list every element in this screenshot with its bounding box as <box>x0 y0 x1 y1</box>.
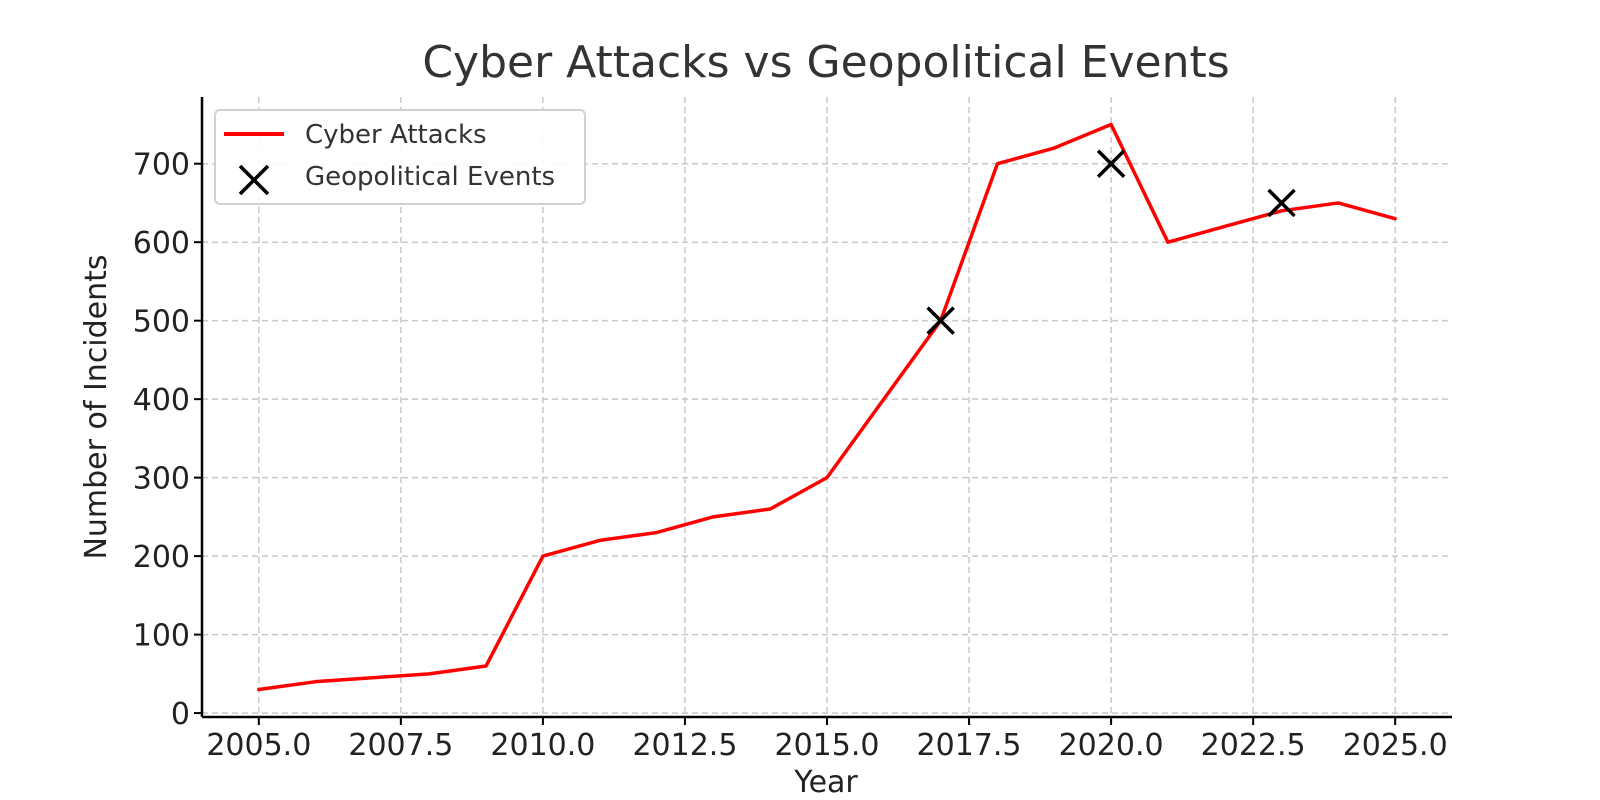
y-tick-label: 200 <box>133 540 190 575</box>
y-tick-label: 300 <box>133 462 190 497</box>
geopolitical-event-marker <box>926 306 955 335</box>
x-tick-label: 2017.5 <box>917 728 1022 763</box>
cyber-attacks-point <box>1109 122 1113 126</box>
cyber-attacks-point <box>1336 201 1340 205</box>
cyber-attacks-point <box>1223 224 1227 228</box>
cyber-attacks-point <box>768 507 772 511</box>
geopolitical-event-marker <box>1096 149 1126 178</box>
geopolitical-event-marker <box>1267 188 1296 218</box>
y-tick-label: 400 <box>133 383 190 418</box>
x-tick-label: 2020.0 <box>1059 728 1164 763</box>
legend-box <box>214 109 586 205</box>
x-axis-ticks: 2005.0 2007.5 2010.0 2012.5 2015.0 2017.5 2020… <box>206 717 1448 763</box>
x-tick-label: 2005.0 <box>206 728 311 763</box>
cyber-attacks-line <box>257 122 1397 692</box>
cyber-attacks-point <box>995 162 999 166</box>
marker-stroke <box>1267 188 1296 218</box>
y-tick-label: 500 <box>133 305 190 340</box>
x-tick-label: 2010.0 <box>490 728 595 763</box>
y-axis-ticks: 0 100 200 300 400 500 600 700 <box>133 148 202 732</box>
cyber-attacks-point <box>427 672 431 676</box>
y-tick-label: 0 <box>171 697 190 732</box>
cyber-attacks-point <box>598 538 602 542</box>
marker-stroke <box>926 306 955 335</box>
y-tick-label: 100 <box>133 619 190 654</box>
cyber-attacks-point <box>1393 217 1397 221</box>
legend-x-marker-icon <box>238 164 270 196</box>
y-tick-label: 600 <box>133 226 190 261</box>
grid <box>202 97 1452 717</box>
cyber-attacks-point <box>1166 240 1170 244</box>
x-axis-label: Year <box>793 765 858 800</box>
cyber-attacks-point <box>257 688 261 692</box>
cyber-attacks-point <box>655 531 659 535</box>
y-axis-label: Number of Incidents <box>79 254 114 559</box>
x-tick-label: 2022.5 <box>1201 728 1306 763</box>
x-tick-label: 2007.5 <box>348 728 453 763</box>
x-tick-label: 2012.5 <box>632 728 737 763</box>
x-tick-label: 2015.0 <box>775 728 880 763</box>
legend: Cyber Attacks Geopolitical Events <box>214 109 586 205</box>
cyber-attacks-point <box>825 476 829 480</box>
cyber-attacks-point <box>711 515 715 519</box>
x-tick-label: 2025.0 <box>1343 728 1448 763</box>
cyber-attacks-point <box>314 680 318 684</box>
cyber-attacks-point <box>1052 146 1056 150</box>
marker-stroke <box>1096 149 1126 178</box>
legend-label-geopolitical-events: Geopolitical Events <box>305 162 555 192</box>
plot-series <box>257 122 1397 692</box>
chart-title: Cyber Attacks vs Geopolitical Events <box>422 37 1229 88</box>
cyber-attacks-point <box>541 554 545 558</box>
cyber-attacks-point <box>882 397 886 401</box>
y-tick-label: 700 <box>133 148 190 183</box>
cyber-attacks-point <box>484 664 488 668</box>
legend-label-cyber-attacks: Cyber Attacks <box>305 120 487 150</box>
cyber-attacks-point <box>370 676 374 680</box>
cyber-attacks-point <box>1280 209 1284 213</box>
